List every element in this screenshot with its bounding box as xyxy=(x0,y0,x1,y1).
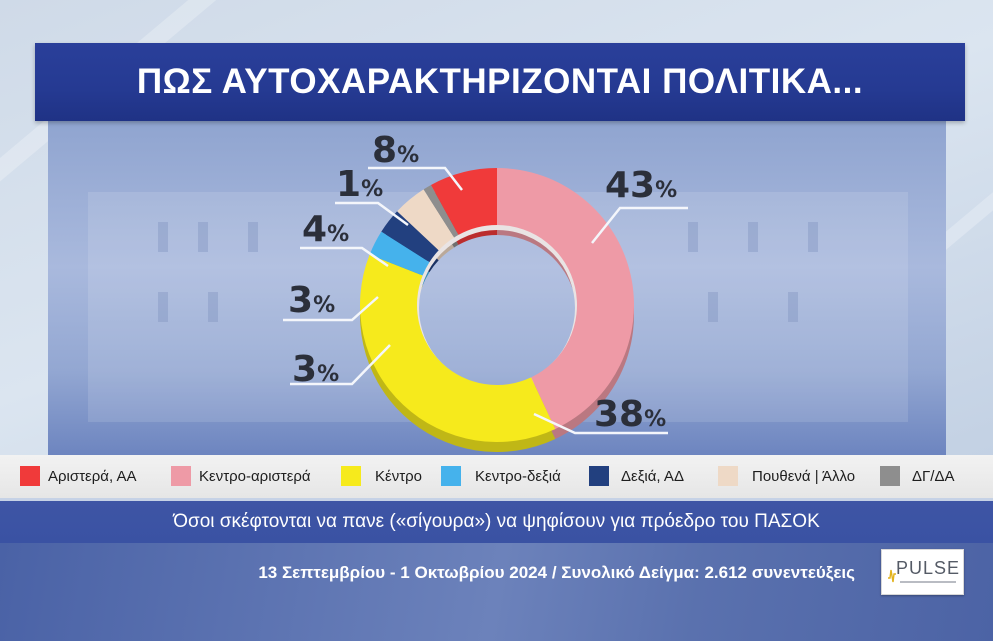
background-column xyxy=(198,222,208,252)
leader-line xyxy=(283,296,379,322)
background-column xyxy=(688,222,698,252)
logo-subline xyxy=(900,581,956,583)
leader-line xyxy=(591,206,688,244)
chart-title: ΠΩΣ ΑΥΤΟΧΑΡΑΚΤΗΡΙΖΟΝΤΑΙ ΠΟΛΙΤΙΚΑ... xyxy=(136,62,864,101)
legend-item-kentro-aristera: Κεντρο-αριστερά xyxy=(171,466,311,486)
leader-line xyxy=(368,166,463,191)
legend-swatch xyxy=(589,466,609,486)
background-column xyxy=(708,292,718,322)
donut-slice xyxy=(369,231,430,276)
legend-swatch xyxy=(441,466,461,486)
donut-slice xyxy=(381,211,439,263)
donut-slice xyxy=(397,189,455,251)
legend-label: Κέντρο xyxy=(375,467,422,485)
logo-text: PULSE xyxy=(896,558,961,578)
source-text: 13 Σεπτεμβρίου - 1 Οκτωβρίου 2024 / Συνο… xyxy=(258,563,855,582)
leader-line xyxy=(300,246,389,268)
donut-slice xyxy=(360,254,556,443)
legend-swatch xyxy=(20,466,40,486)
chart-subtitle: Όσοι σκέφτονται να πανε («σίγουρα») να ψ… xyxy=(173,511,820,532)
legend-item-kentro: Κέντρο xyxy=(341,466,422,486)
label-dg-da: 1% xyxy=(336,164,384,205)
legend-item-aristera: Αριστερά, ΑΑ xyxy=(20,466,136,486)
legend-label: Κεντρο-αριστερά xyxy=(199,467,311,485)
leader-line xyxy=(290,344,391,386)
background-column xyxy=(788,292,798,322)
legend-item-dexia: Δεξιά, ΑΔ xyxy=(589,466,684,486)
background-column xyxy=(158,222,168,252)
donut-slice xyxy=(430,168,497,235)
leader-line xyxy=(335,201,409,227)
legend-swatch xyxy=(171,466,191,486)
label-pouthena: 4% xyxy=(302,209,350,250)
label-kentro-dexia: 3% xyxy=(292,349,340,390)
subtitle-bar: Όσοι σκέφτονται να πανε («σίγουρα») να ψ… xyxy=(0,501,993,543)
leader-line xyxy=(533,412,668,435)
label-dexia: 3% xyxy=(288,280,336,321)
background-column xyxy=(808,222,818,252)
donut-slice xyxy=(423,184,459,238)
pulse-logo: PULSE xyxy=(881,549,964,595)
legend-item-pouthena: Πουθενά | Άλλο xyxy=(718,466,855,486)
label-aristera: 8% xyxy=(372,130,420,171)
legend-swatch xyxy=(718,466,738,486)
legend-label: Κεντρο-δεξιά xyxy=(475,467,561,485)
legend-label: Πουθενά | Άλλο xyxy=(752,467,856,485)
background-column xyxy=(208,292,218,322)
legend-swatch xyxy=(341,466,361,486)
label-kentro-aristera: 43% xyxy=(605,165,678,206)
legend-label: ΔΓ/ΔΑ xyxy=(912,467,955,485)
legend-label: Δεξιά, ΑΔ xyxy=(621,467,684,485)
background-column xyxy=(748,222,758,252)
legend-item-dg-da: ΔΓ/ΔΑ xyxy=(880,466,954,486)
legend-item-kentro-dexia: Κεντρο-δεξιά xyxy=(441,466,561,486)
footer: 13 Σεπτεμβρίου - 1 Οκτωβρίου 2024 / Συνο… xyxy=(0,543,993,641)
pulse-logo-icon xyxy=(888,569,896,583)
background-column xyxy=(248,222,258,252)
label-kentro: 38% xyxy=(594,394,667,435)
chart-legend: Αριστερά, ΑΑ Κεντρο-αριστερά Κέντρο Κεντ… xyxy=(0,455,993,501)
background-column xyxy=(158,292,168,322)
legend-swatch xyxy=(880,466,900,486)
title-bar: ΠΩΣ ΑΥΤΟΧΑΡΑΚΤΗΡΙΖΟΝΤΑΙ ΠΟΛΙΤΙΚΑ... xyxy=(35,43,965,121)
legend-label: Αριστερά, ΑΑ xyxy=(48,467,137,485)
